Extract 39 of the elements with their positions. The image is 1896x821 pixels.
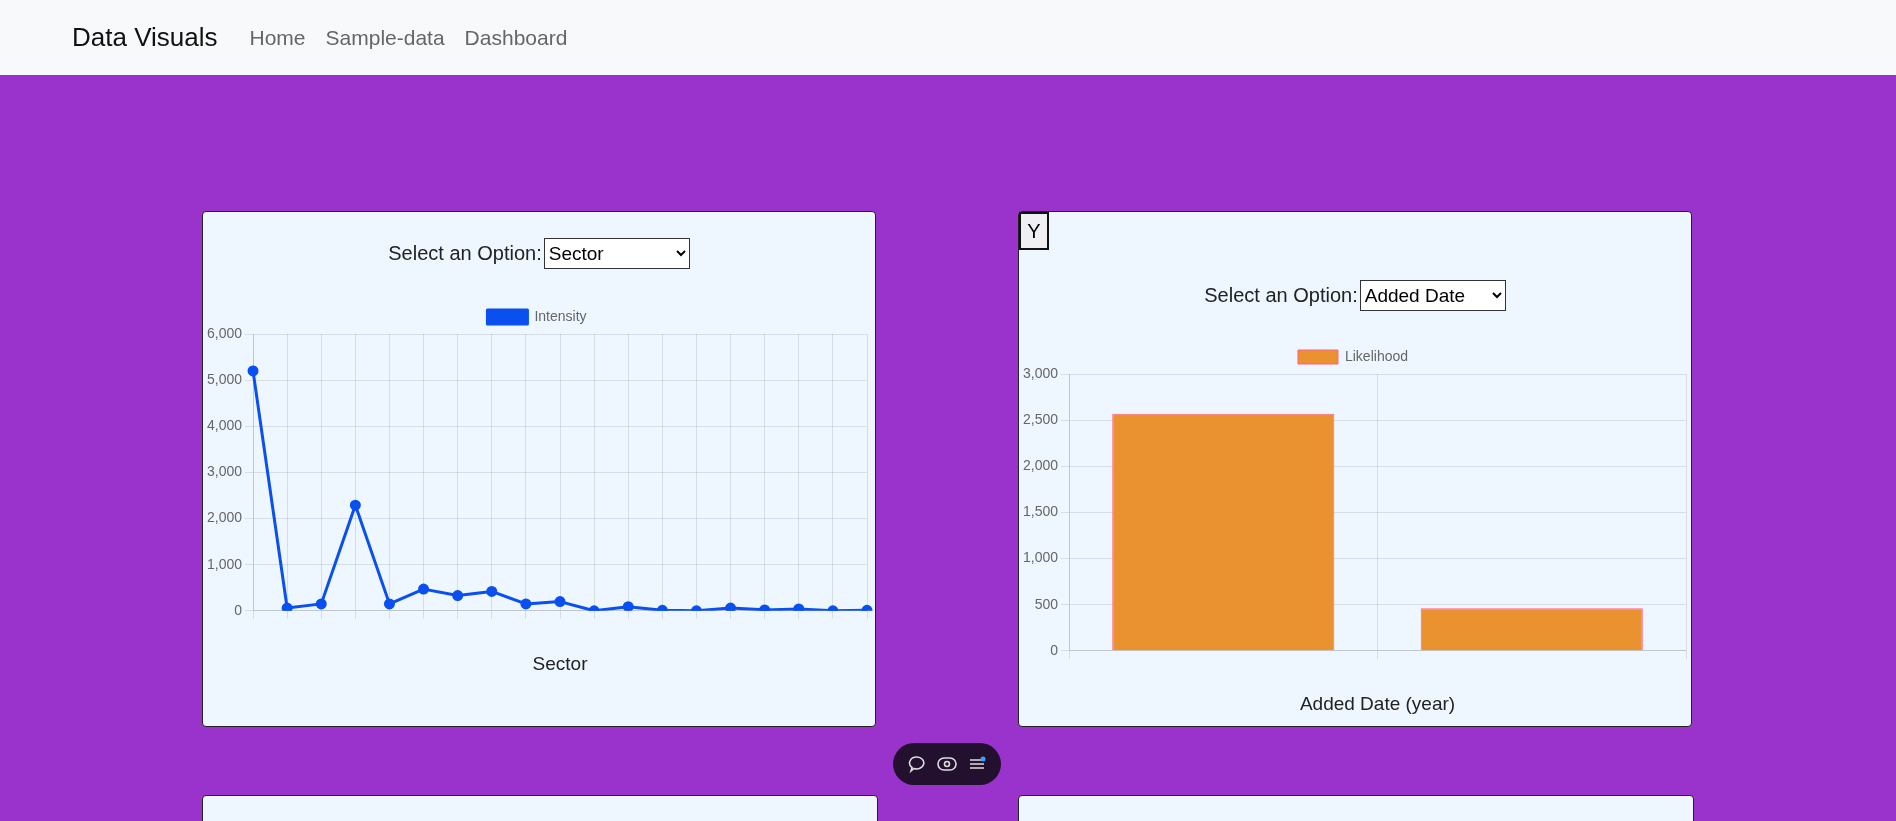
legend-label: Intensity bbox=[534, 307, 587, 324]
legend-label: Likelihood bbox=[1344, 347, 1409, 364]
point bbox=[383, 598, 395, 610]
point bbox=[349, 499, 361, 511]
y-tick-label: 0 bbox=[234, 601, 243, 618]
y-tick-label: 3,000 bbox=[1022, 364, 1059, 381]
text: Data Visuals bbox=[72, 22, 218, 53]
y-tick-label: 2,000 bbox=[206, 509, 243, 526]
point bbox=[622, 601, 634, 611]
point bbox=[725, 602, 737, 611]
y-tick-label: 1,000 bbox=[1022, 549, 1059, 566]
y-tick-label: 4,000 bbox=[206, 417, 243, 434]
point bbox=[452, 590, 464, 602]
text: Sector bbox=[543, 238, 690, 269]
y-tick-label: 0 bbox=[1050, 641, 1059, 658]
point bbox=[247, 365, 259, 377]
x-axis-title: Added Date (year) bbox=[1299, 692, 1456, 714]
y-tick-label: 6,000 bbox=[206, 324, 243, 341]
y-tick-label: 2,500 bbox=[1022, 410, 1059, 427]
y-tick-label: 1,500 bbox=[1022, 503, 1059, 520]
point bbox=[486, 585, 498, 597]
text: Select an Option: bbox=[388, 242, 542, 264]
text: Y bbox=[1019, 212, 1049, 250]
y-tick-label: 3,000 bbox=[206, 463, 243, 480]
x-axis-title: Sector bbox=[532, 652, 589, 674]
point bbox=[281, 602, 293, 611]
text: Sample-data bbox=[325, 25, 445, 50]
text: Added Date bbox=[1359, 280, 1506, 311]
y-tick-label: 2,000 bbox=[1022, 457, 1059, 474]
y-tick-label: 5,000 bbox=[206, 370, 243, 387]
y-tick-label: 500 bbox=[1034, 595, 1059, 612]
text: Home bbox=[249, 25, 306, 50]
point bbox=[418, 583, 430, 595]
text: Dashboard bbox=[464, 25, 568, 50]
y-tick-label: 1,000 bbox=[206, 555, 243, 572]
text: Select an Option: bbox=[1204, 284, 1358, 306]
point bbox=[315, 598, 327, 610]
point bbox=[554, 596, 566, 608]
point bbox=[520, 598, 532, 610]
